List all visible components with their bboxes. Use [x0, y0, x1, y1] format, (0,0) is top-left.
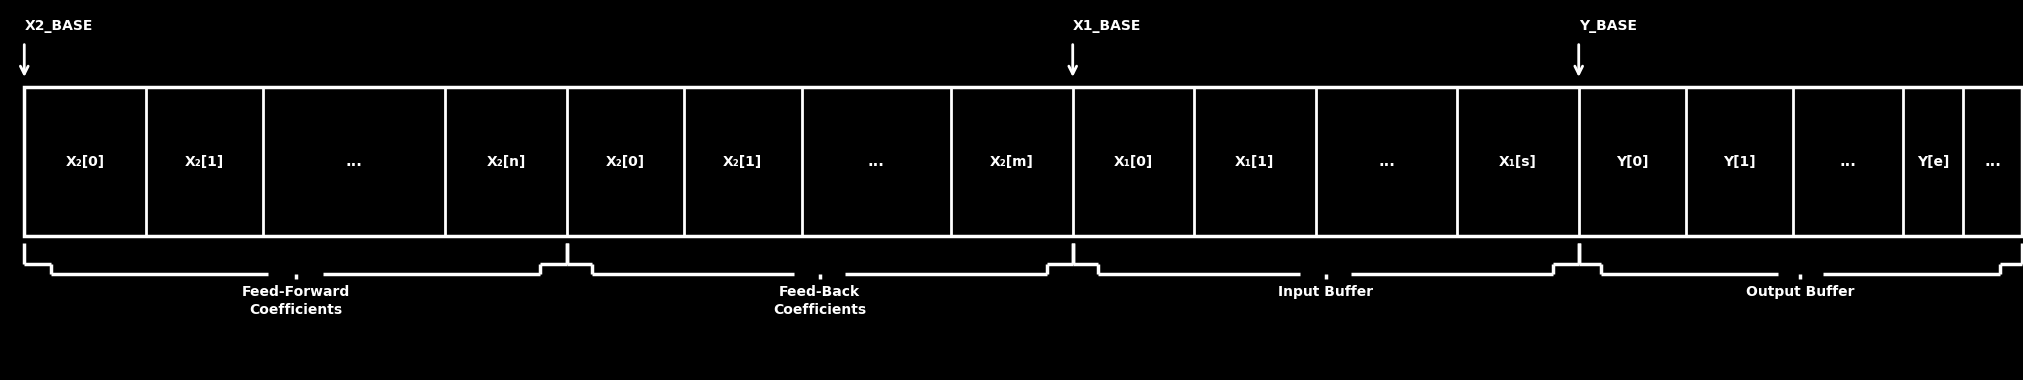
- Text: X₂[1]: X₂[1]: [184, 155, 225, 168]
- Text: Output Buffer: Output Buffer: [1746, 285, 1853, 299]
- Text: X₂[1]: X₂[1]: [722, 155, 763, 168]
- Text: ...: ...: [1839, 154, 1855, 169]
- Text: Y_BASE: Y_BASE: [1578, 19, 1637, 33]
- Text: X2_BASE: X2_BASE: [24, 19, 93, 33]
- Text: Feed-Back
Coefficients: Feed-Back Coefficients: [773, 285, 866, 317]
- Text: ...: ...: [868, 154, 884, 169]
- Text: ...: ...: [346, 154, 362, 169]
- Text: X1_BASE: X1_BASE: [1072, 19, 1141, 33]
- Text: X₂[n]: X₂[n]: [486, 155, 526, 168]
- Text: Y[e]: Y[e]: [1916, 155, 1948, 168]
- Text: ...: ...: [1983, 154, 2001, 169]
- Text: X₁[0]: X₁[0]: [1113, 155, 1153, 168]
- Text: X₂[0]: X₂[0]: [65, 155, 105, 168]
- Text: Input Buffer: Input Buffer: [1279, 285, 1372, 299]
- Text: ...: ...: [1378, 154, 1394, 169]
- Text: X₂[0]: X₂[0]: [605, 155, 645, 168]
- Text: Y[0]: Y[0]: [1614, 155, 1649, 168]
- Text: X₁[1]: X₁[1]: [1234, 155, 1274, 168]
- Text: Feed-Forward
Coefficients: Feed-Forward Coefficients: [241, 285, 350, 317]
- Text: X₂[m]: X₂[m]: [989, 155, 1034, 168]
- Text: Y[1]: Y[1]: [1722, 155, 1756, 168]
- Bar: [24, 87, 2021, 236]
- Text: X₁[s]: X₁[s]: [1499, 155, 1535, 168]
